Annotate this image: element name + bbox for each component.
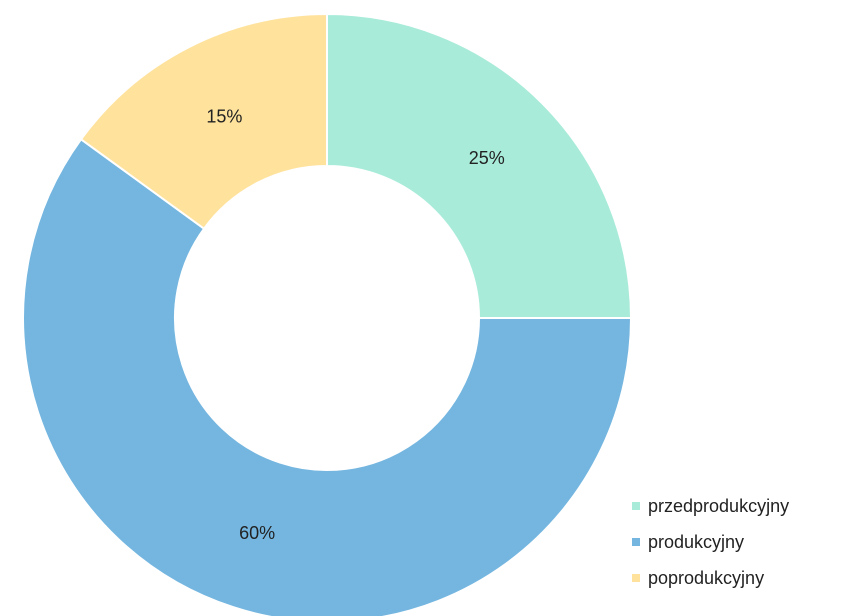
legend-item-przedprodukcyjny: przedprodukcyjny xyxy=(632,488,789,524)
legend-label-poprodukcyjny: poprodukcyjny xyxy=(648,567,765,588)
chart-legend: przedprodukcyjny produkcyjny poprodukcyjny xyxy=(632,488,789,596)
slice-poprodukcyjny xyxy=(79,12,328,231)
data-label-przedprodukcyjny: 25% xyxy=(469,148,505,168)
donut-slices xyxy=(22,12,633,616)
legend-label-przedprodukcyjny: przedprodukcyjny xyxy=(648,495,790,516)
legend-item-produkcyjny: produkcyjny xyxy=(632,524,789,560)
legend-swatch-przedprodukcyjny xyxy=(632,502,640,510)
legend-item-poprodukcyjny: poprodukcyjny xyxy=(632,560,789,596)
slice-produkcyjny xyxy=(22,137,633,616)
legend-swatch-produkcyjny xyxy=(632,538,640,546)
legend-label-produkcyjny: produkcyjny xyxy=(648,531,745,552)
donut-data-labels: 25% 60% 15% xyxy=(206,107,504,543)
slice-przedprodukcyjny xyxy=(326,12,633,319)
legend-swatch-poprodukcyjny xyxy=(632,574,640,582)
data-label-poprodukcyjny: 15% xyxy=(206,107,242,127)
data-label-produkcyjny: 60% xyxy=(239,523,275,543)
